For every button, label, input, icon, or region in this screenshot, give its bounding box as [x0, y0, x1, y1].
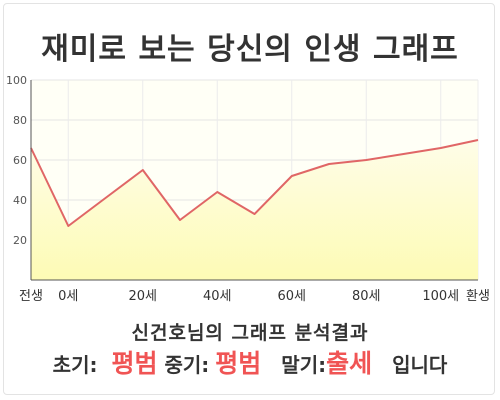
analysis-subtitle: 신건호님의 그래프 분석결과 [131, 322, 369, 344]
analysis-result: 초기: 평범 중기: 평범 말기:출세 입니다 [0, 344, 500, 385]
y-tick-label: 60 [13, 154, 27, 167]
area-fill [31, 140, 478, 280]
y-tick-labels: 20 40 60 80 100 [6, 74, 27, 247]
x-tick-label: 80세 [352, 289, 381, 304]
late-value: 출세 [326, 349, 373, 378]
y-tick-label: 40 [13, 194, 27, 207]
middle-value: 평범 [215, 349, 262, 378]
x-tick-label: 0세 [58, 289, 78, 304]
x-tick-label: 환생 [466, 289, 490, 304]
series-line [30, 139, 479, 227]
late-label: 말기: [281, 353, 327, 377]
page-title: 재미로 보는 당신의 인생 그래프 [41, 32, 459, 67]
x-tick-label: 전생 [19, 289, 43, 304]
early-label: 초기: [52, 353, 98, 377]
early-value: 평범 [111, 349, 158, 378]
x-tick-label: 100세 [422, 289, 459, 304]
x-tick-label: 40세 [203, 289, 232, 304]
result-suffix: 입니다 [392, 353, 448, 377]
y-tick-label: 80 [13, 114, 27, 127]
y-tick-label: 20 [13, 234, 27, 247]
x-tick-label: 60세 [277, 289, 306, 304]
x-tick-labels: 전생 0세 20세 40세 60세 80세 100세 환생 [19, 289, 490, 304]
middle-label: 중기: [164, 353, 210, 377]
x-tick-label: 20세 [128, 289, 157, 304]
y-tick-label: 100 [6, 74, 27, 87]
